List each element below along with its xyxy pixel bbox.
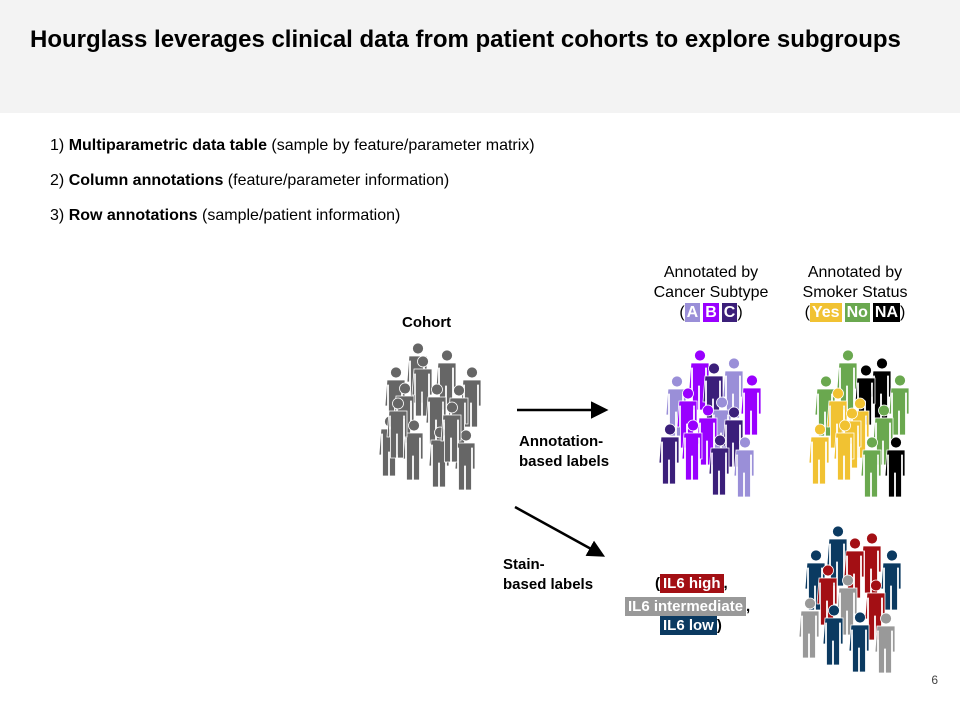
list-item: 1) Multiparametric data table (sample by… bbox=[50, 136, 535, 156]
comma: , bbox=[723, 575, 728, 592]
numbered-list: 1) Multiparametric data table (sample by… bbox=[50, 136, 535, 241]
il6-low-line: IL6 low) bbox=[660, 615, 722, 637]
subtype-c-chip: C bbox=[721, 303, 738, 322]
person-icon bbox=[798, 597, 820, 659]
close-paren: ) bbox=[716, 617, 722, 634]
cancer-subtype-people-group bbox=[658, 349, 762, 498]
person-icon bbox=[880, 549, 902, 611]
person-icon bbox=[808, 423, 830, 485]
cancer-legend-line-2: Cancer Subtype bbox=[653, 284, 769, 301]
item-text: (feature/parameter information) bbox=[227, 172, 450, 189]
person-icon bbox=[454, 429, 476, 491]
stain-labels-caption: Stain- based labels bbox=[503, 555, 593, 595]
close-paren: ) bbox=[737, 304, 743, 321]
open-paren: ( bbox=[804, 304, 810, 321]
person-icon bbox=[833, 419, 855, 481]
page-number: 6 bbox=[931, 673, 938, 687]
cancer-legend-line-1: Annotated by bbox=[663, 264, 759, 281]
smoker-status-legend: Annotated by Smoker Status (Yes No NA) bbox=[785, 263, 925, 323]
smoker-legend-line-1: Annotated by bbox=[807, 264, 903, 281]
annotation-caption-line-1: Annotation- bbox=[519, 433, 604, 450]
cancer-subtype-legend: Annotated by Cancer Subtype (A B C) bbox=[641, 263, 781, 323]
item-number: 1) bbox=[50, 137, 65, 154]
cohort-people-group bbox=[378, 342, 482, 491]
item-bold-text: Multiparametric data table bbox=[68, 137, 267, 154]
stain-caption-line-2: based labels bbox=[503, 576, 594, 593]
smoker-no-chip: No bbox=[844, 303, 870, 322]
item-bold-text: Column annotations bbox=[68, 172, 224, 189]
person-icon bbox=[681, 419, 703, 481]
open-paren: ( bbox=[655, 575, 660, 592]
subtype-b-chip: B bbox=[703, 303, 719, 322]
person-icon bbox=[740, 374, 762, 436]
list-item: 2) Column annotations (feature/parameter… bbox=[50, 171, 535, 191]
person-icon bbox=[822, 604, 844, 666]
il6-intermediate-chip: IL6 intermediate bbox=[625, 597, 747, 616]
smoker-yes-chip: Yes bbox=[809, 303, 842, 322]
cancer-legend-chips: (A B C) bbox=[641, 303, 781, 323]
person-icon bbox=[658, 423, 680, 485]
item-text: (sample/patient information) bbox=[202, 207, 401, 224]
person-icon bbox=[708, 434, 730, 496]
arrow-to-stain-groups bbox=[514, 505, 606, 557]
item-number: 2) bbox=[50, 172, 65, 189]
title-banner: Hourglass leverages clinical data from p… bbox=[0, 0, 960, 113]
person-icon bbox=[386, 397, 408, 459]
slide-title: Hourglass leverages clinical data from p… bbox=[30, 26, 901, 53]
item-number: 3) bbox=[50, 207, 65, 224]
smoker-na-chip: NA bbox=[872, 303, 901, 322]
subtype-a-chip: A bbox=[684, 303, 701, 322]
smoker-status-people-group bbox=[808, 349, 910, 498]
il6-intermediate-line: IL6 intermediate, bbox=[625, 596, 750, 618]
il6-high-chip: IL6 high bbox=[660, 574, 724, 593]
smoker-legend-chips: (Yes No NA) bbox=[785, 303, 925, 323]
close-paren: ) bbox=[900, 304, 906, 321]
person-icon bbox=[888, 374, 910, 436]
person-icon bbox=[836, 349, 858, 411]
list-item: 3) Row annotations (sample/patient infor… bbox=[50, 206, 535, 226]
il6-stain-people-group bbox=[798, 525, 902, 674]
smoker-legend-line-2: Smoker Status bbox=[802, 284, 908, 301]
person-icon bbox=[874, 612, 896, 674]
person-icon bbox=[411, 355, 433, 417]
person-icon bbox=[733, 436, 755, 498]
annotation-labels-caption: Annotation- based labels bbox=[519, 432, 609, 472]
stain-caption-line-1: Stain- bbox=[503, 556, 545, 573]
cohort-label: Cohort bbox=[402, 314, 452, 331]
person-icon bbox=[860, 436, 882, 498]
comma: , bbox=[746, 598, 751, 615]
open-paren: ( bbox=[679, 304, 685, 321]
person-icon bbox=[884, 436, 906, 498]
il6-low-chip: IL6 low bbox=[660, 616, 717, 635]
person-icon bbox=[848, 611, 870, 673]
annotation-caption-line-2: based labels bbox=[519, 453, 610, 470]
person-icon bbox=[440, 401, 462, 463]
il6-high-line: (IL6 high, bbox=[655, 573, 728, 595]
person-icon bbox=[722, 357, 744, 419]
item-text: (sample by feature/parameter matrix) bbox=[271, 137, 535, 154]
person-icon bbox=[402, 419, 424, 481]
item-bold-text: Row annotations bbox=[68, 207, 198, 224]
